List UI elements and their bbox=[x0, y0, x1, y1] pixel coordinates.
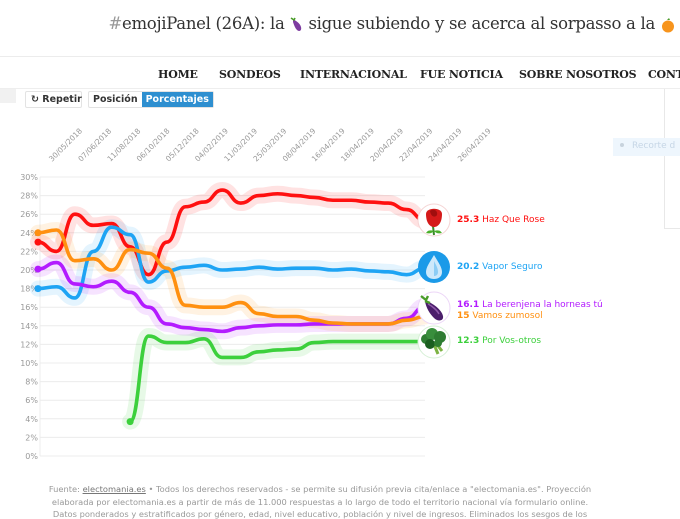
chart-footer: Fuente: electomania.es • Todos los derec… bbox=[48, 484, 592, 519]
y-tick-label: 2% bbox=[25, 433, 38, 442]
eggplant-icon bbox=[417, 291, 451, 325]
legend-vapor-seguro: 20.2 Vapor Seguro bbox=[457, 262, 543, 272]
divider bbox=[0, 56, 680, 57]
series-line bbox=[36, 225, 427, 300]
nav-sobre-nosotros[interactable]: SOBRE NOSOTROS bbox=[519, 68, 637, 81]
droplet-icon bbox=[418, 251, 450, 283]
nav-home[interactable]: HOME bbox=[158, 68, 198, 81]
y-tick-label: 10% bbox=[20, 359, 38, 368]
y-axis-labels: 0% 2% 4% 6% 8% 10% 12% 14% 16% 18% 20% 22% 24% 26% 28%… bbox=[20, 173, 38, 461]
series-start-dot bbox=[34, 238, 42, 246]
series-line bbox=[36, 228, 427, 326]
eggplant-icon bbox=[290, 16, 301, 31]
series-start-dot bbox=[126, 418, 134, 426]
y-tick-label: 18% bbox=[20, 285, 38, 294]
series-line bbox=[128, 334, 427, 424]
legend-haz-que-rose: 25.3 Haz Que Rose bbox=[457, 215, 545, 225]
legend-berenjena: 16.1 La berenjena la horneas tú bbox=[457, 300, 603, 310]
y-tick-label: 12% bbox=[20, 340, 38, 349]
series-start-dot bbox=[34, 229, 42, 237]
y-tick-label: 6% bbox=[25, 396, 38, 405]
mode-position-button[interactable]: Posición bbox=[93, 94, 138, 105]
y-tick-label: 28% bbox=[20, 192, 38, 201]
series-start-dot bbox=[34, 285, 42, 293]
mode-percent-button[interactable]: Porcentajes bbox=[141, 92, 213, 107]
replay-icon: ↻ bbox=[31, 94, 39, 105]
nav-contacto[interactable]: CONT bbox=[648, 68, 680, 81]
side-panel bbox=[664, 89, 680, 229]
nav-fue-noticia[interactable]: FUE NOTICIA bbox=[420, 68, 503, 81]
mode-toggle: Posición Porcentajes bbox=[88, 91, 214, 108]
y-tick-label: 14% bbox=[20, 322, 38, 331]
y-tick-label: 16% bbox=[20, 303, 38, 312]
series-lines bbox=[34, 188, 427, 426]
broccoli-icon bbox=[417, 325, 451, 359]
left-tab bbox=[0, 89, 16, 103]
y-tick-label: 30% bbox=[20, 173, 38, 182]
y-tick-label: 26% bbox=[20, 210, 38, 219]
y-tick-label: 4% bbox=[25, 415, 38, 424]
y-tick-label: 22% bbox=[20, 247, 38, 256]
y-tick-label: 20% bbox=[20, 266, 38, 275]
x-axis-labels: 30/05/201807/06/201811/08/201806/10/2018… bbox=[47, 126, 493, 163]
source-link[interactable]: electomania.es bbox=[82, 484, 146, 494]
divider bbox=[0, 88, 680, 89]
rose-icon bbox=[417, 203, 451, 237]
line-chart: 0% 2% 4% 6% 8% 10% 12% 14% 16% 18% 20% 22% 24% 26% 28%… bbox=[20, 126, 493, 461]
orange-icon bbox=[662, 17, 674, 32]
repeat-button[interactable]: ↻ Repetir bbox=[25, 91, 82, 108]
y-tick-label: 8% bbox=[25, 378, 38, 387]
main-nav: HOME SONDEOS INTERNACIONAL FUE NOTICIA S… bbox=[0, 66, 680, 86]
y-tick-label: 0% bbox=[25, 452, 38, 461]
article-title: #emojiPanel (26A): la sigue subiendo y s… bbox=[0, 14, 680, 44]
legend-por-vos-otros: 12.3 Por Vos-otros bbox=[457, 336, 542, 346]
nav-sondeos[interactable]: SONDEOS bbox=[219, 68, 281, 81]
nav-internacional[interactable]: INTERNACIONAL bbox=[300, 68, 407, 81]
series-line bbox=[36, 188, 427, 277]
recorte-button[interactable]: Recorte d bbox=[613, 138, 680, 156]
y-tick-label: 24% bbox=[20, 229, 38, 238]
dot-icon bbox=[620, 143, 624, 147]
series-start-dot bbox=[34, 265, 42, 273]
legend-vamos-zumosol: 15 Vamos zumosol bbox=[457, 311, 543, 321]
